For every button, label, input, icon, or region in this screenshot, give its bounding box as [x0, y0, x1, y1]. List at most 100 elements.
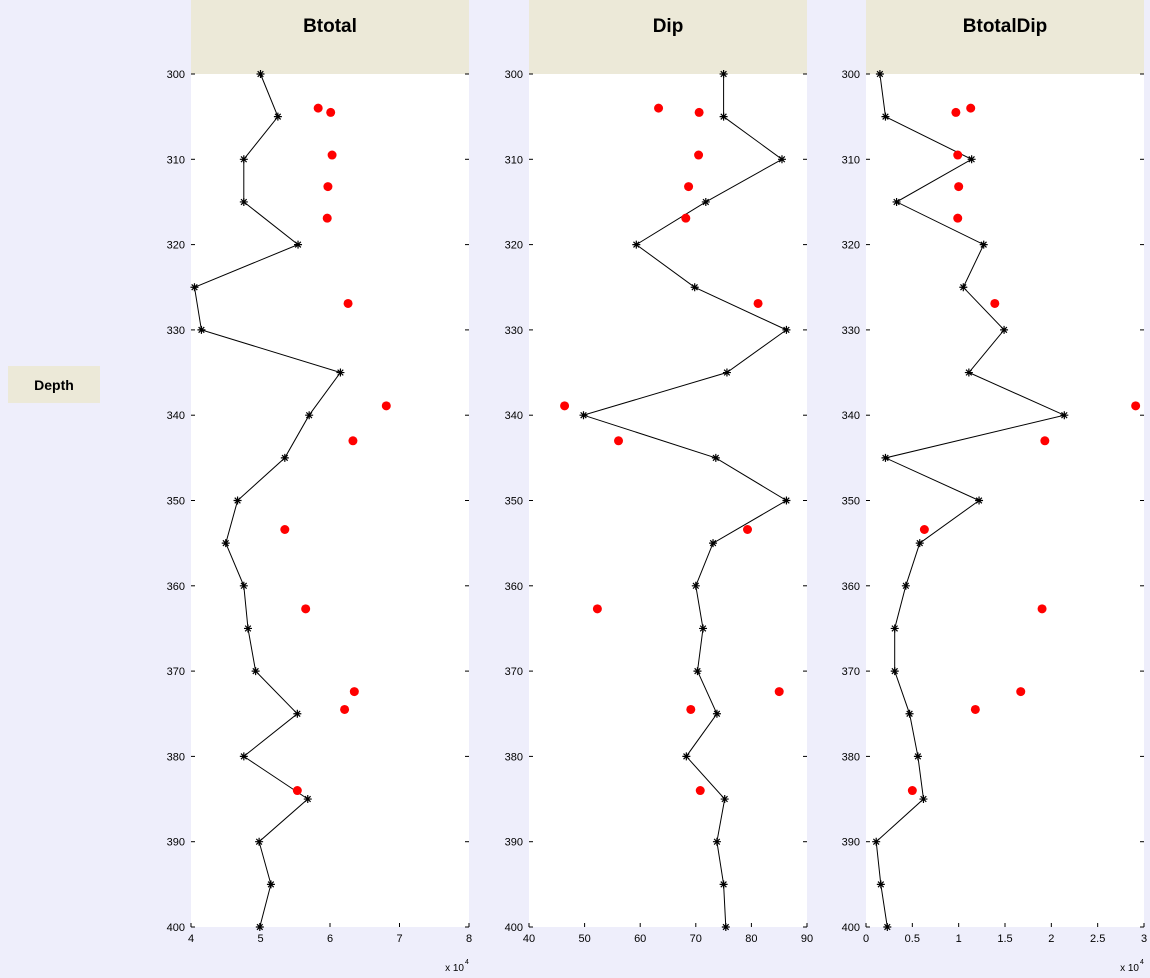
- y-tick-label: 340: [167, 410, 185, 422]
- line-point-marker: [901, 581, 910, 590]
- y-tick-label: 350: [505, 496, 523, 508]
- red-point-marker: [1040, 436, 1050, 446]
- line-point-marker: [699, 624, 708, 633]
- y-tick-label: 320: [505, 240, 523, 252]
- depth-label: Depth: [8, 366, 100, 403]
- line-point-marker: [711, 453, 720, 462]
- x-tick-label: 7: [396, 933, 402, 945]
- x-tick-label: 70: [690, 933, 702, 945]
- line-point-marker: [239, 752, 248, 761]
- y-tick-label: 400: [167, 922, 185, 934]
- panel-title-btotal-text: Btotal: [303, 16, 357, 37]
- red-point-marker: [686, 704, 696, 714]
- red-point-marker: [313, 103, 323, 113]
- y-tick-label: 360: [842, 581, 860, 593]
- line-point-marker: [881, 112, 890, 121]
- y-tick-label: 330: [167, 325, 185, 337]
- red-point-marker: [326, 107, 336, 117]
- y-tick-label: 390: [842, 837, 860, 849]
- line-point-marker: [892, 197, 901, 206]
- line-point-marker: [691, 581, 700, 590]
- y-tick-label: 350: [842, 496, 860, 508]
- x-tick-label: 4: [188, 933, 194, 945]
- panel-title-dip-text: Dip: [652, 16, 684, 37]
- line-point-marker: [875, 70, 884, 78]
- line-point-marker: [712, 837, 721, 846]
- red-point-marker: [990, 298, 1000, 308]
- line-point-marker: [719, 70, 728, 78]
- line-point-marker: [233, 496, 242, 505]
- line-point-marker: [251, 667, 260, 676]
- panel-title-btotaldip: BtotalDip: [866, 0, 1144, 74]
- red-point-marker: [970, 704, 980, 714]
- y-tick-label: 340: [505, 410, 523, 422]
- line-point-marker: [722, 368, 731, 377]
- y-tick-label: 380: [167, 751, 185, 763]
- line-point-marker: [243, 624, 252, 633]
- x-tick-label: 80: [745, 933, 757, 945]
- x-tick-label: 0.5: [905, 933, 920, 945]
- line-point-marker: [1060, 411, 1069, 420]
- line-point-marker: [239, 197, 248, 206]
- x-tick-label: 8: [466, 933, 472, 945]
- y-tick-label: 330: [842, 325, 860, 337]
- red-point-marker: [592, 604, 602, 614]
- line-point-marker: [701, 197, 710, 206]
- y-tick-label: 350: [167, 496, 185, 508]
- line-point-marker: [256, 70, 265, 78]
- line-point-marker: [720, 795, 729, 804]
- red-point-marker: [348, 436, 358, 446]
- line-point-marker: [964, 368, 973, 377]
- line-point-marker: [190, 283, 199, 292]
- line-point-marker: [721, 923, 730, 931]
- red-point-marker: [774, 687, 784, 697]
- red-point-marker: [681, 213, 691, 223]
- x-tick-label: 2: [1048, 933, 1054, 945]
- red-point-marker: [694, 107, 704, 117]
- red-point-marker: [953, 150, 963, 160]
- y-tick-label: 380: [842, 751, 860, 763]
- line-point-marker: [905, 709, 914, 718]
- x-tick-label: 0: [863, 933, 869, 945]
- plot-area: [529, 74, 807, 927]
- red-point-marker: [1016, 687, 1026, 697]
- red-point-marker: [743, 525, 753, 535]
- y-tick-label: 390: [167, 837, 185, 849]
- line-point-marker: [913, 752, 922, 761]
- line-point-marker: [719, 880, 728, 889]
- depth-label-text: Depth: [34, 376, 74, 393]
- x-tick-label: 6: [327, 933, 333, 945]
- x-tick-label: 1.5: [997, 933, 1012, 945]
- red-point-marker: [1037, 604, 1047, 614]
- line-point-marker: [709, 539, 718, 548]
- line-point-marker: [959, 283, 968, 292]
- red-point-marker: [292, 786, 302, 796]
- y-tick-label: 370: [505, 666, 523, 678]
- y-tick-label: 300: [505, 69, 523, 81]
- line-point-marker: [1000, 325, 1009, 334]
- line-point-marker: [915, 539, 924, 548]
- y-tick-label: 360: [167, 581, 185, 593]
- red-point-marker: [280, 525, 290, 535]
- red-point-marker: [966, 103, 976, 113]
- line-point-marker: [280, 453, 289, 462]
- panel-title-btotaldip-text: BtotalDip: [962, 16, 1048, 37]
- line-point-marker: [782, 496, 791, 505]
- x-tick-label: 90: [801, 933, 813, 945]
- red-point-marker: [654, 103, 664, 113]
- line-point-marker: [294, 240, 303, 249]
- line-point-marker: [632, 240, 641, 249]
- red-point-marker: [560, 401, 570, 411]
- red-point-marker: [301, 604, 311, 614]
- red-point-marker: [953, 213, 963, 223]
- x-multiplier-label: x 10: [445, 963, 464, 974]
- y-tick-label: 360: [505, 581, 523, 593]
- line-point-marker: [682, 752, 691, 761]
- line-point-marker: [890, 667, 899, 676]
- red-point-marker: [340, 704, 350, 714]
- panel-title-dip: Dip: [529, 0, 807, 74]
- y-tick-label: 330: [505, 325, 523, 337]
- red-point-marker: [1131, 401, 1141, 411]
- y-tick-label: 400: [842, 922, 860, 934]
